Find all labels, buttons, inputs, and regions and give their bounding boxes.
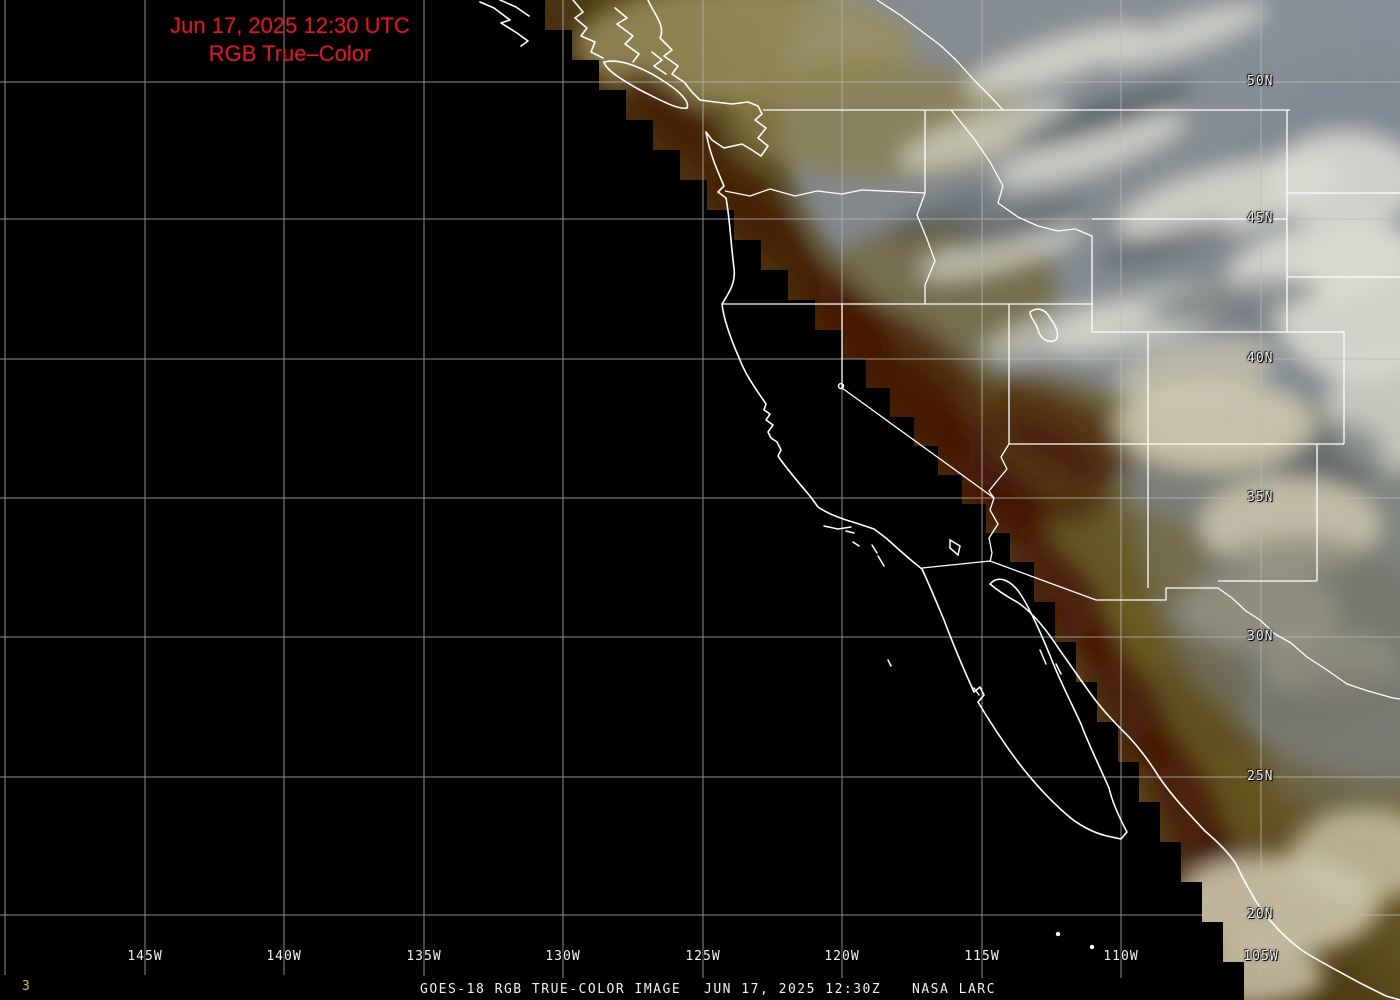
lon-label-145w: 145W — [127, 949, 163, 964]
lon-label-130w: 130W — [545, 949, 581, 964]
lon-label-115w: 115W — [964, 949, 1000, 964]
product-line: RGB True–Color — [208, 41, 372, 66]
lat-label-50n: 50N — [1247, 74, 1274, 89]
lat-label-35n: 35N — [1247, 490, 1274, 505]
frame-number: 3 — [22, 979, 30, 994]
state-borders — [722, 0, 1400, 700]
footer-credit: NASA LARC — [912, 982, 996, 997]
lat-label-45n: 45N — [1247, 211, 1274, 226]
lon-label-110w: 110W — [1103, 949, 1139, 964]
lat-label-30n: 30N — [1247, 629, 1274, 644]
lon-label-105w: 105W — [1243, 949, 1279, 964]
lat-label-20n: 20N — [1247, 907, 1274, 922]
footer-caption: GOES-18 RGB TRUE-COLOR IMAGE JUN 17, 202… — [0, 982, 1400, 1000]
latlon-gridlines — [0, 0, 1400, 978]
lon-label-125w: 125W — [685, 949, 721, 964]
footer-product-name: GOES-18 RGB TRUE-COLOR IMAGE — [420, 982, 682, 997]
lon-label-120w: 120W — [824, 949, 860, 964]
timestamp-line: Jun 17, 2025 12:30 UTC — [170, 13, 410, 38]
image-timestamp-title: Jun 17, 2025 12:30 UTC RGB True–Color — [140, 12, 440, 68]
islands-and-lakes — [823, 308, 1095, 950]
lat-label-40n: 40N — [1247, 351, 1274, 366]
lat-label-25n: 25N — [1247, 769, 1274, 784]
footer-datetime: JUN 17, 2025 12:30Z — [704, 982, 882, 997]
lon-label-135w: 135W — [406, 949, 442, 964]
lon-label-140w: 140W — [266, 949, 302, 964]
coastline — [479, 0, 1400, 1000]
